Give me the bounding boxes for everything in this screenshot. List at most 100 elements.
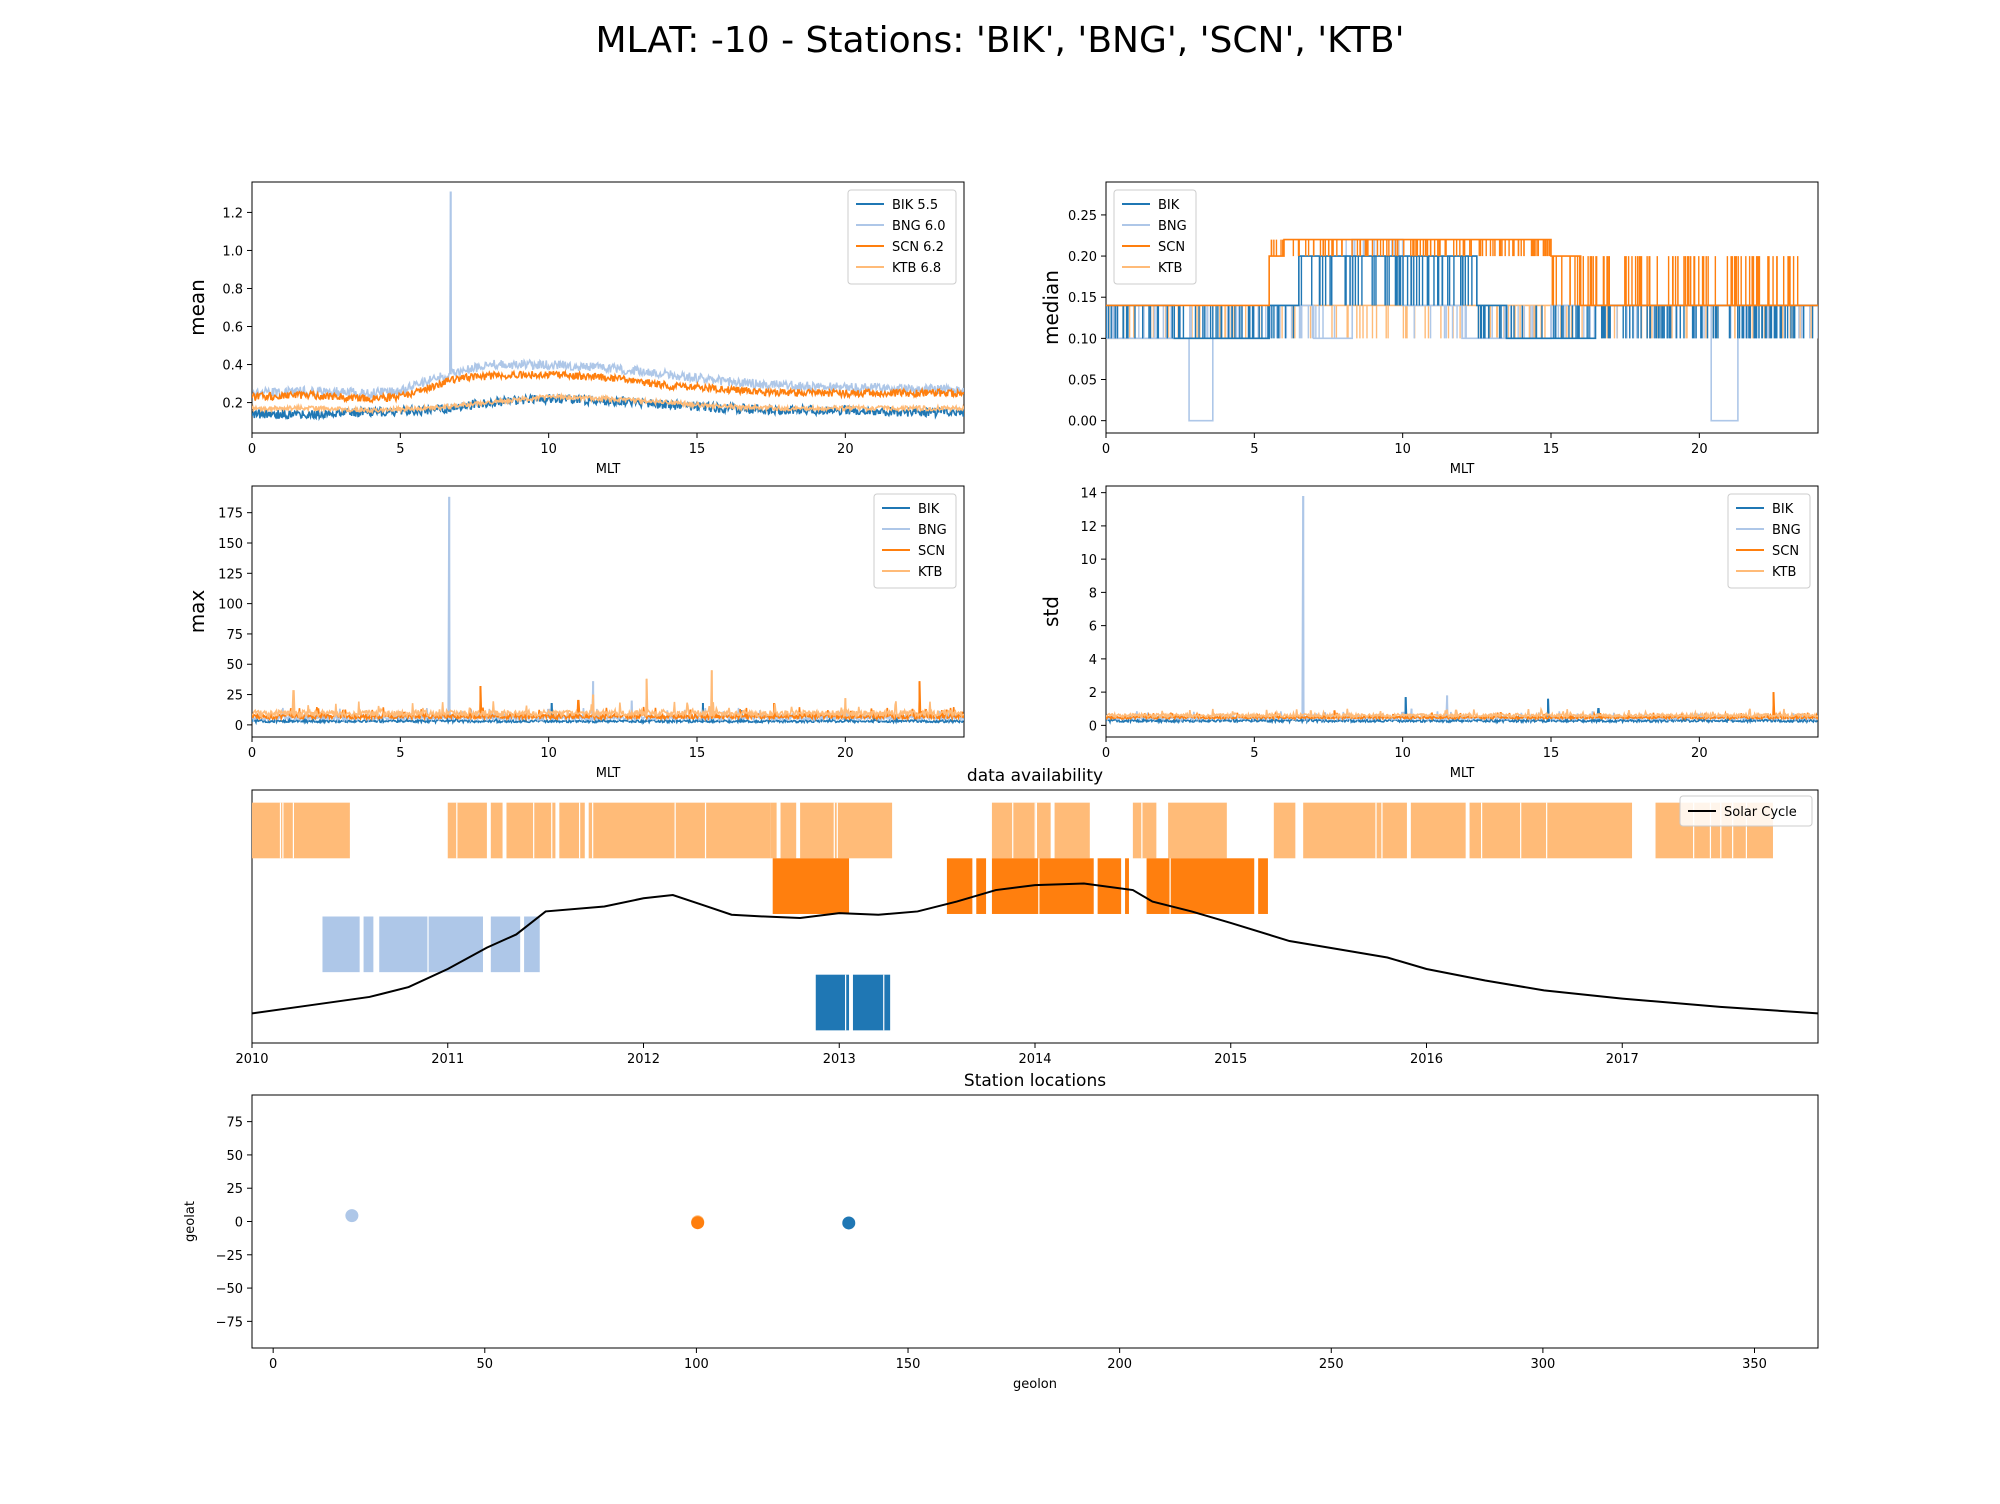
mean-series-bik — [252, 392, 964, 422]
std-ytick-label: 2 — [1089, 686, 1097, 701]
max-ytick-label: 150 — [218, 537, 243, 552]
locations-xtick-label: 200 — [1107, 1357, 1132, 1372]
availability-legend: Solar Cycle — [1679, 795, 1813, 827]
max-ylabel: max — [185, 590, 209, 634]
median-ytick-label: 0.15 — [1068, 291, 1097, 306]
max-xlabel: MLT — [596, 766, 621, 781]
std-ytick-label: 8 — [1089, 586, 1097, 601]
availability-bar-ktb — [1273, 802, 1296, 859]
mean-xtick-label: 10 — [540, 442, 557, 457]
std-ytick-label: 10 — [1080, 553, 1097, 568]
median-legend-label: SCN — [1158, 240, 1185, 255]
locations-ytick-label: −50 — [216, 1282, 243, 1297]
std-xtick-label: 5 — [1250, 746, 1258, 761]
mean-xtick-label: 20 — [837, 442, 854, 457]
mean-ytick-label: 0.8 — [222, 282, 243, 297]
median-legend-label: KTB — [1158, 261, 1182, 276]
std-xtick-label: 20 — [1691, 746, 1708, 761]
locations-xtick-label: 350 — [1742, 1357, 1767, 1372]
std-legend-label: BIK — [1772, 502, 1794, 517]
std-legend-label: BNG — [1772, 523, 1801, 538]
median-xtick-label: 10 — [1394, 442, 1411, 457]
panel-max: 0 5 10 15 20 0 25 50 75 100 125 150 175 MLT max — [185, 485, 965, 781]
max-frame — [251, 485, 965, 738]
mean-legend-label: SCN 6.2 — [892, 240, 944, 255]
median-xlabel: MLT — [1450, 462, 1475, 477]
availability-bar-ktb — [1168, 802, 1227, 859]
figure-title: MLAT: -10 - Stations: 'BIK', 'BNG', 'SCN… — [595, 20, 1405, 61]
panel-mean: 0 5 10 15 20 0.2 0.4 0.6 0.8 1.0 1.2 MLT mean — [185, 181, 965, 477]
max-xtick-label: 10 — [540, 746, 557, 761]
panel-std: 0 5 10 15 20 0 2 4 6 8 10 12 14 MLT std — [1039, 485, 1819, 781]
availability-bar-bng — [363, 916, 374, 973]
availability-bar-scn — [1125, 858, 1129, 914]
std-ytick-label: 0 — [1089, 719, 1097, 734]
max-xtick-label: 20 — [837, 746, 854, 761]
median-xtick-label: 20 — [1691, 442, 1708, 457]
solar-cycle-line — [252, 882, 1818, 1015]
locations-ytick-label: 25 — [226, 1182, 243, 1197]
max-ytick-label: 175 — [218, 507, 243, 522]
panel-availability: 2010 2011 2012 2013 2014 2015 2016 2017 data ava… — [235, 766, 1819, 1067]
max-legend-label: BIK — [918, 502, 940, 517]
max-xtick-label: 5 — [396, 746, 404, 761]
std-legend: BIK BNG SCN KTB — [1727, 493, 1811, 589]
max-ytick-label: 25 — [226, 689, 243, 704]
median-ylabel: median — [1039, 270, 1063, 345]
max-series-bng — [252, 496, 964, 724]
mean-series-bng — [252, 191, 964, 401]
availability-xtick-label: 2010 — [235, 1052, 268, 1067]
availability-bar-ktb — [1410, 802, 1466, 859]
availability-bar-scn — [991, 858, 1094, 914]
std-frame — [1105, 485, 1819, 738]
locations-ytick-label: −25 — [216, 1249, 243, 1264]
median-xtick-label: 15 — [1543, 442, 1560, 457]
mean-ytick-label: 1.2 — [222, 206, 243, 221]
locations-ytick-label: 0 — [235, 1216, 243, 1231]
max-legend-label: BNG — [918, 523, 947, 538]
mean-series-ktb — [252, 392, 964, 415]
mean-legend-label: BNG 6.0 — [892, 219, 946, 234]
mean-xlabel: MLT — [596, 462, 621, 477]
availability-xtick-label: 2012 — [627, 1052, 660, 1067]
mean-frame — [251, 181, 965, 434]
availability-legend-box — [1679, 795, 1813, 827]
locations-title: Station locations — [964, 1071, 1106, 1091]
availability-bar-bng — [524, 916, 540, 973]
availability-bar-bng — [322, 916, 360, 973]
max-legend-box — [873, 493, 957, 589]
availability-bar-ktb — [780, 802, 797, 859]
max-ytick-label: 50 — [226, 658, 243, 673]
availability-xtick-label: 2015 — [1214, 1052, 1247, 1067]
station-point-bng — [345, 1209, 359, 1223]
availability-bar-ktb — [1303, 802, 1407, 859]
std-xtick-label: 0 — [1102, 746, 1110, 761]
availability-xtick-label: 2017 — [1606, 1052, 1639, 1067]
median-xtick-label: 5 — [1250, 442, 1258, 457]
availability-bar-ktb — [770, 802, 777, 859]
availability-bar-bik — [852, 974, 891, 1031]
mean-xtick-label: 15 — [689, 442, 706, 457]
locations-xtick-label: 0 — [269, 1357, 277, 1372]
availability-bar-ktb — [991, 802, 1051, 859]
std-series-ktb — [1106, 706, 1818, 720]
median-chatter-ktb — [1108, 305, 1812, 339]
mean-ylabel: mean — [185, 279, 209, 336]
availability-bar-ktb — [506, 802, 556, 859]
locations-xtick-label: 250 — [1319, 1357, 1344, 1372]
availability-bar-ktb — [588, 802, 771, 859]
availability-bar-ktb — [1054, 802, 1090, 859]
median-ytick-label: 0.25 — [1068, 209, 1097, 224]
std-ytick-label: 6 — [1089, 620, 1097, 635]
std-legend-label: SCN — [1772, 544, 1799, 559]
availability-bar-scn — [1258, 858, 1268, 914]
std-xlabel: MLT — [1450, 766, 1475, 781]
availability-bar-scn — [976, 858, 987, 914]
availability-bar-ktb — [800, 802, 893, 859]
max-ytick-label: 0 — [235, 719, 243, 734]
std-legend-box — [1727, 493, 1811, 589]
max-series-ktb — [252, 670, 964, 720]
availability-bar-ktb — [1132, 802, 1157, 859]
